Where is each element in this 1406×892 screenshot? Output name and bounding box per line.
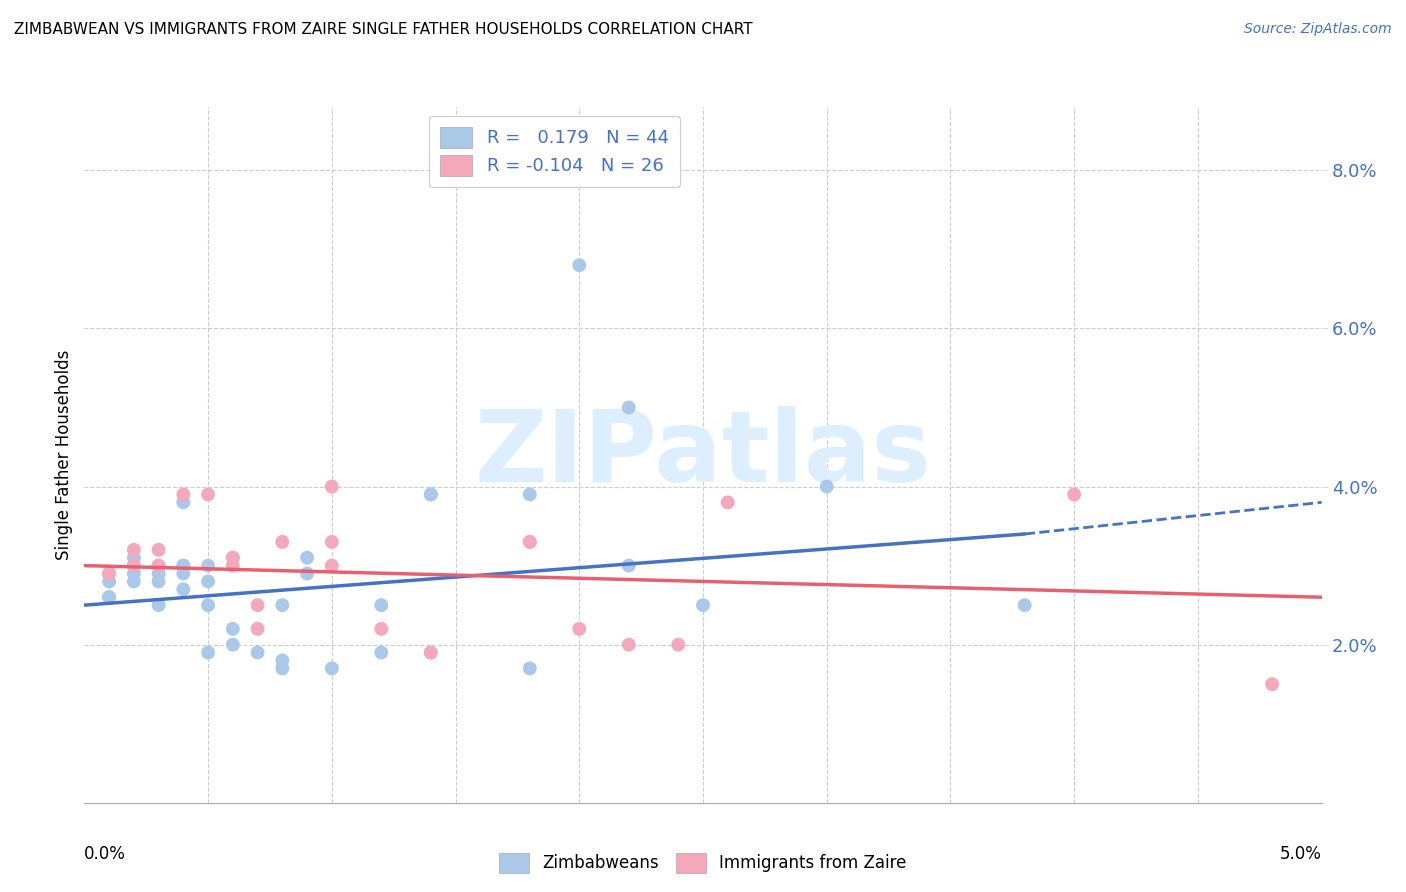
Point: [271, 534, 294, 549]
Point: [122, 574, 145, 589]
Point: [419, 487, 441, 501]
Point: [148, 598, 170, 612]
Point: [98, 591, 121, 605]
Point: [370, 622, 392, 636]
Point: [197, 558, 219, 573]
Point: [122, 542, 145, 557]
Point: [1014, 598, 1036, 612]
Y-axis label: Single Father Households: Single Father Households: [55, 350, 73, 560]
Point: [1261, 677, 1284, 691]
Point: [98, 566, 121, 581]
Point: [122, 558, 145, 573]
Point: [271, 661, 294, 675]
Point: [246, 646, 269, 660]
Point: [519, 534, 541, 549]
Point: [172, 558, 194, 573]
Point: [246, 598, 269, 612]
Point: [321, 661, 343, 675]
Point: [271, 598, 294, 612]
Point: [717, 495, 740, 509]
Point: [148, 542, 170, 557]
Point: [172, 495, 194, 509]
Point: [122, 566, 145, 581]
Point: [197, 487, 219, 501]
Text: 5.0%: 5.0%: [1279, 845, 1322, 863]
Point: [148, 566, 170, 581]
Point: [419, 646, 441, 660]
Point: [370, 646, 392, 660]
Point: [148, 574, 170, 589]
Point: [519, 661, 541, 675]
Point: [148, 558, 170, 573]
Point: [222, 638, 245, 652]
Point: [122, 558, 145, 573]
Point: [519, 534, 541, 549]
Point: [172, 582, 194, 597]
Point: [519, 487, 541, 501]
Text: Source: ZipAtlas.com: Source: ZipAtlas.com: [1244, 22, 1392, 37]
Point: [271, 653, 294, 667]
Point: [321, 558, 343, 573]
Point: [617, 401, 640, 415]
Point: [1063, 487, 1085, 501]
Legend: Zimbabweans, Immigrants from Zaire: Zimbabweans, Immigrants from Zaire: [492, 847, 914, 880]
Point: [666, 638, 689, 652]
Point: [197, 598, 219, 612]
Point: [222, 622, 245, 636]
Point: [222, 550, 245, 565]
Point: [419, 487, 441, 501]
Point: [172, 487, 194, 501]
Point: [419, 646, 441, 660]
Point: [815, 479, 838, 493]
Legend: R =   0.179   N = 44, R = -0.104   N = 26: R = 0.179 N = 44, R = -0.104 N = 26: [429, 116, 681, 186]
Point: [122, 550, 145, 565]
Text: ZIMBABWEAN VS IMMIGRANTS FROM ZAIRE SINGLE FATHER HOUSEHOLDS CORRELATION CHART: ZIMBABWEAN VS IMMIGRANTS FROM ZAIRE SING…: [14, 22, 752, 37]
Point: [222, 558, 245, 573]
Point: [295, 550, 318, 565]
Text: 0.0%: 0.0%: [84, 845, 127, 863]
Point: [370, 598, 392, 612]
Point: [617, 638, 640, 652]
Point: [122, 558, 145, 573]
Point: [197, 646, 219, 660]
Point: [692, 598, 714, 612]
Point: [98, 574, 121, 589]
Point: [148, 558, 170, 573]
Point: [222, 550, 245, 565]
Point: [568, 622, 591, 636]
Point: [98, 566, 121, 581]
Text: ZIPatlas: ZIPatlas: [475, 407, 931, 503]
Point: [246, 622, 269, 636]
Point: [321, 479, 343, 493]
Point: [617, 558, 640, 573]
Point: [172, 558, 194, 573]
Point: [568, 258, 591, 272]
Point: [321, 534, 343, 549]
Point: [172, 566, 194, 581]
Point: [98, 591, 121, 605]
Point: [295, 566, 318, 581]
Point: [197, 574, 219, 589]
